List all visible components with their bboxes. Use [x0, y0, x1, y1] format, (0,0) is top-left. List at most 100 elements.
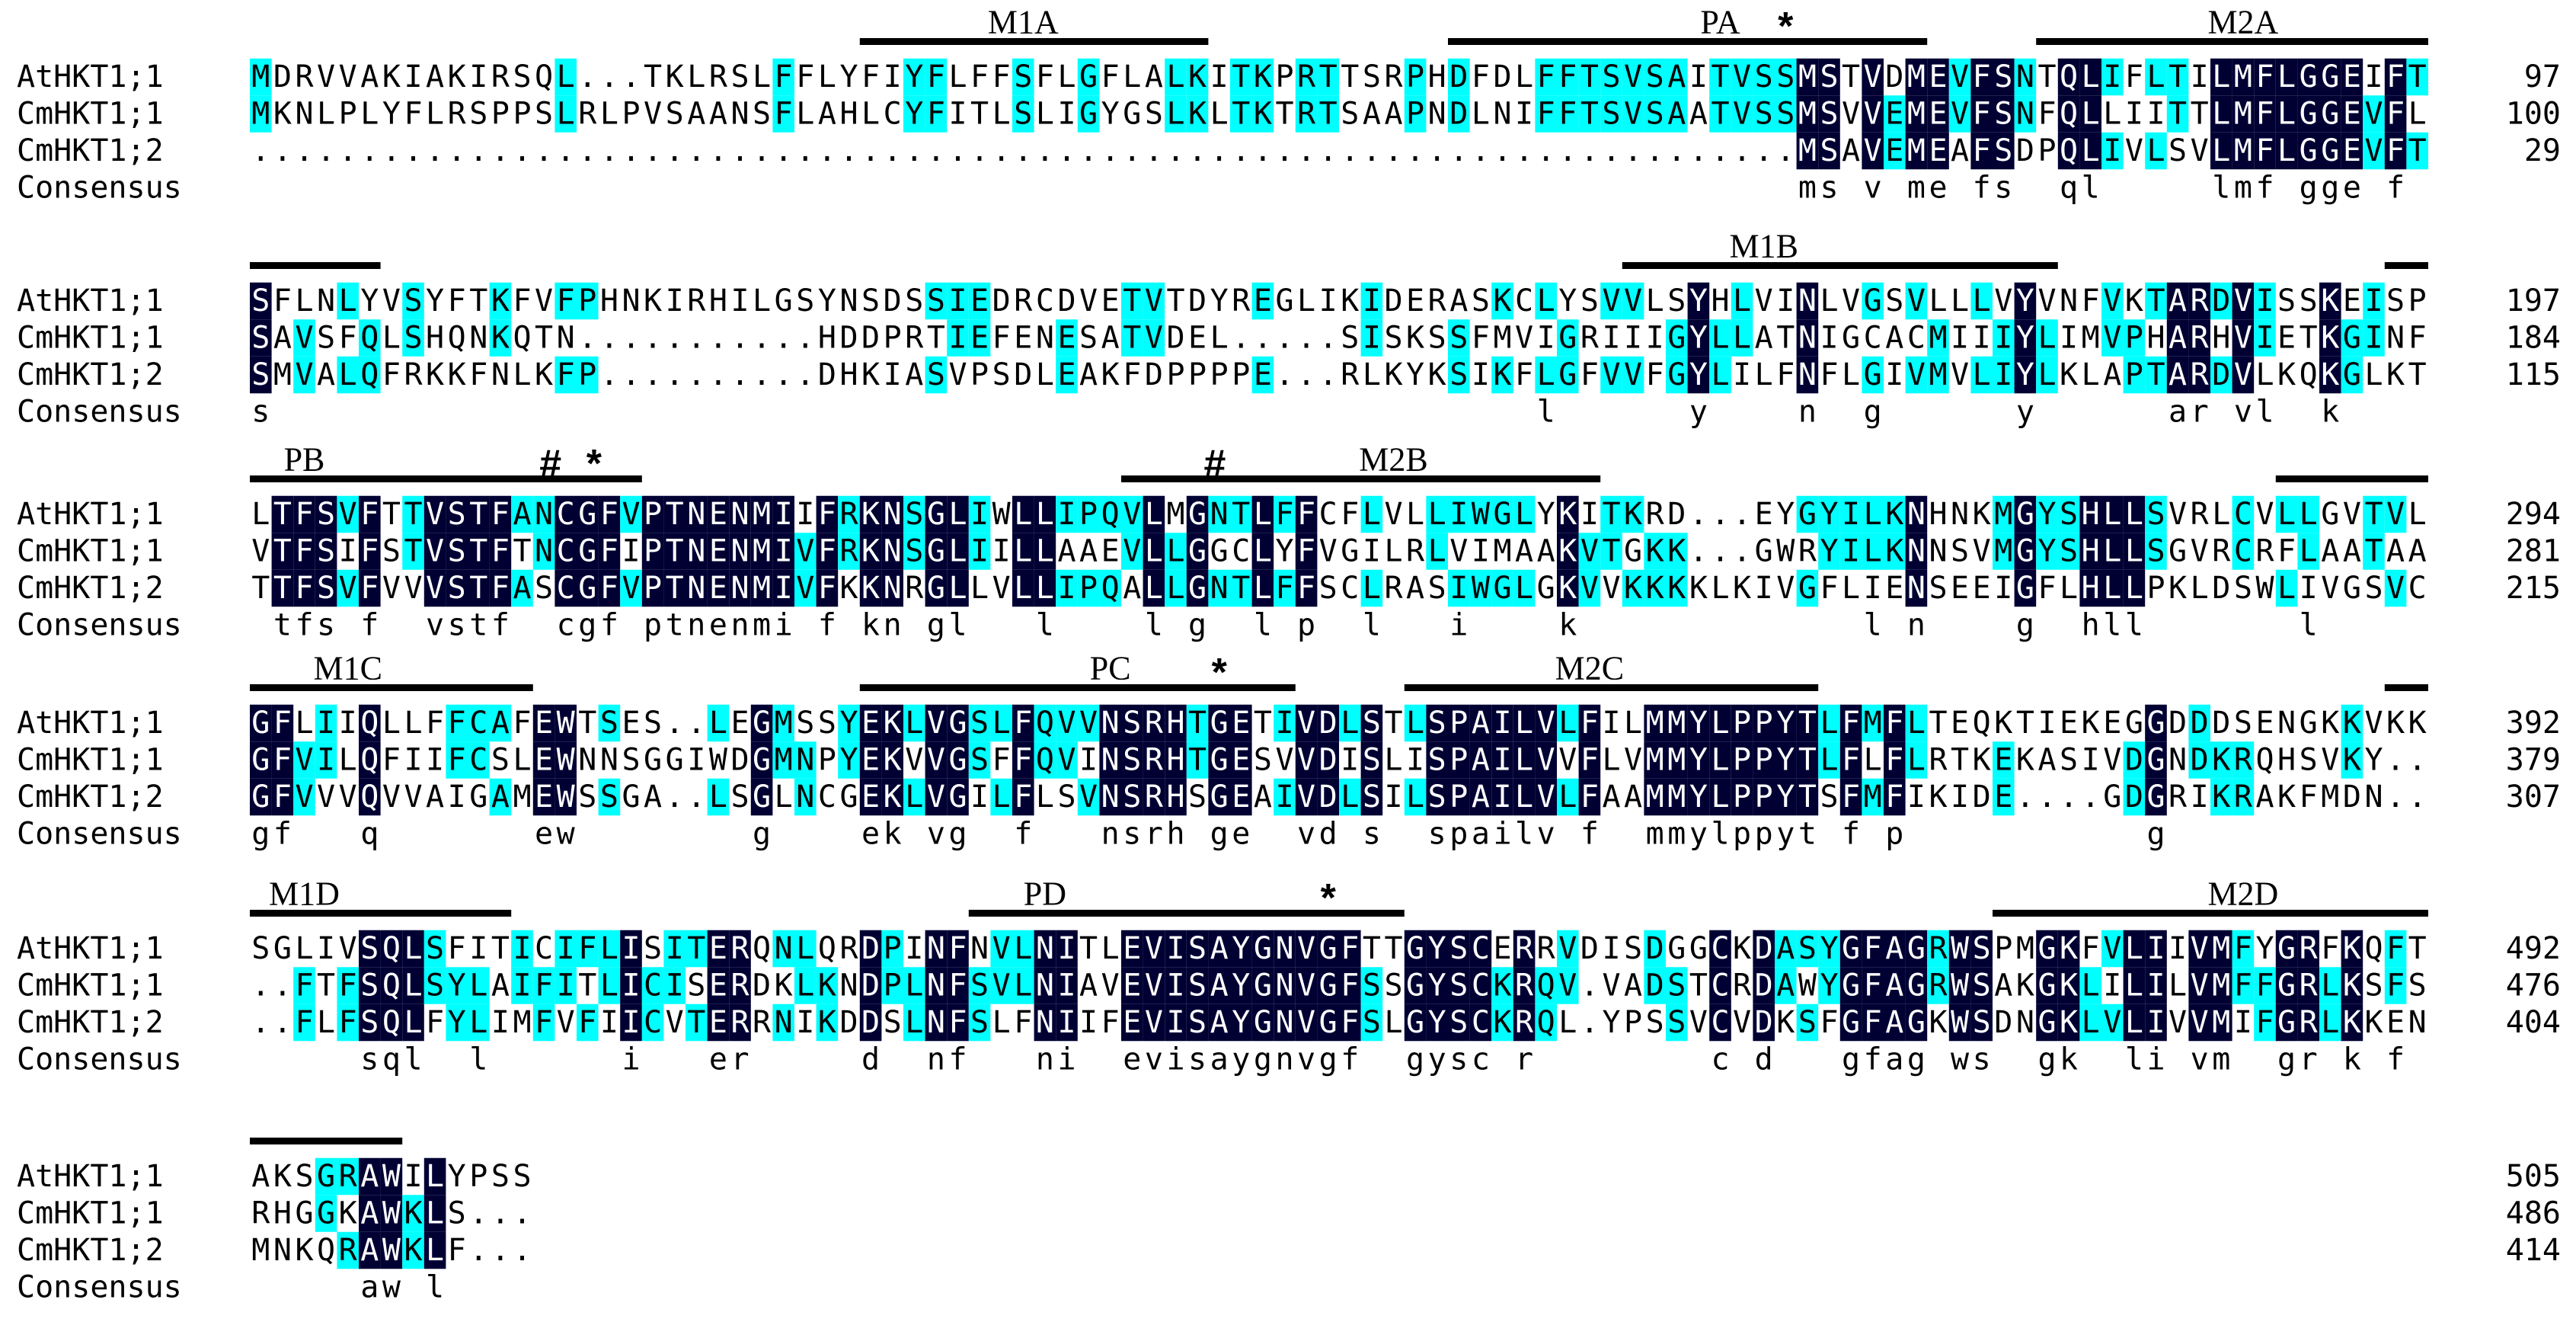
residue: .: [687, 357, 705, 392]
residue: [360, 171, 379, 206]
residue: K: [382, 59, 401, 94]
residue: F: [2255, 1005, 2274, 1040]
residue: K: [2343, 1005, 2361, 1040]
residue: K: [1188, 97, 1207, 132]
residue: I: [622, 1005, 640, 1040]
residue: K: [1624, 497, 1642, 532]
residue: G: [753, 706, 771, 741]
residue: [1493, 395, 1511, 430]
residue: e: [2343, 171, 2361, 206]
residue: [622, 395, 640, 430]
residue: L: [600, 931, 618, 966]
residue: .: [796, 357, 814, 392]
residue: .: [1493, 133, 1511, 168]
residue: .: [1232, 133, 1250, 168]
residue-shade: [1993, 95, 2015, 133]
residue: n: [927, 1042, 945, 1077]
residue: S: [1624, 931, 1642, 966]
motif-bar: [859, 38, 1209, 45]
residue: A: [1079, 968, 1098, 1004]
residue: I: [404, 1159, 422, 1194]
residue: [2125, 395, 2143, 430]
residue: D: [1449, 97, 1468, 132]
residue: G: [1864, 357, 1882, 392]
residue: I: [622, 534, 640, 569]
residue: Q: [1973, 706, 1991, 741]
residue: i: [775, 608, 793, 643]
residue: F: [1973, 59, 1991, 94]
residue: L: [1558, 1005, 1577, 1040]
residue: L: [948, 497, 967, 532]
residue: [578, 395, 596, 430]
residue-shade: [1143, 533, 1165, 570]
residue-shade: [1295, 95, 1318, 133]
residue: T: [1951, 743, 1969, 778]
residue: A: [1951, 133, 1969, 168]
residue: S: [1014, 97, 1032, 132]
residue: N: [2169, 743, 2187, 778]
residue-shade: [1731, 282, 1753, 320]
residue: V: [992, 968, 1011, 1004]
residue: [1558, 1042, 1577, 1077]
residue-shade: [2166, 356, 2189, 394]
residue: H: [1166, 706, 1184, 741]
motif-label: M2D: [2207, 875, 2278, 913]
residue: I: [1994, 571, 2012, 606]
residue-shade: [2341, 132, 2363, 170]
residue: I: [1057, 97, 1075, 132]
residue: L: [1537, 357, 1555, 392]
sequence-name: CmHKT1;2: [17, 1233, 164, 1268]
residue: G: [1842, 931, 1860, 966]
residue: F: [1341, 931, 1359, 966]
residue: L: [1515, 779, 1533, 815]
residue: K: [1384, 357, 1402, 392]
residue: .: [1254, 133, 1272, 168]
residue: S: [1188, 779, 1207, 815]
residue: P: [1406, 97, 1424, 132]
residue: I: [1079, 1005, 1098, 1040]
residue: V: [2191, 534, 2209, 569]
residue-shade: [2123, 495, 2146, 533]
residue: [1820, 1042, 1838, 1077]
residue: F: [448, 1233, 466, 1268]
residue: L: [2169, 968, 2187, 1004]
residue: [2212, 608, 2230, 643]
residue: C: [469, 706, 487, 741]
residue: .: [1210, 133, 1229, 168]
residue: .: [491, 1196, 510, 1231]
residue: [1689, 608, 1708, 643]
residue: H: [426, 321, 444, 356]
residue: R: [2191, 283, 2210, 318]
residue: F: [600, 497, 618, 532]
residue: F: [2255, 97, 2274, 132]
residue: [1363, 171, 1381, 206]
residue: L: [2212, 97, 2230, 132]
residue: G: [2016, 534, 2034, 569]
residue: F: [1036, 59, 1054, 94]
residue: L: [1711, 779, 1729, 815]
residue: L: [2146, 133, 2165, 168]
residue: H: [1929, 497, 1947, 532]
residue: V: [404, 571, 422, 606]
residue: [1079, 608, 1098, 643]
residue: S: [1472, 283, 1490, 318]
residue: K: [1929, 1005, 1947, 1040]
residue: g: [251, 817, 270, 852]
residue: [491, 171, 510, 206]
residue: F: [295, 571, 313, 606]
residue: D: [2343, 779, 2361, 815]
residue: G: [1079, 59, 1098, 94]
residue: M: [1994, 497, 2012, 532]
residue-shade: [2036, 319, 2058, 357]
residue: D: [1188, 283, 1207, 318]
residue: S: [2060, 534, 2078, 569]
residue: S: [730, 779, 749, 815]
residue: M: [2234, 59, 2252, 94]
sequence-name: CmHKT1;1: [17, 743, 164, 778]
residue: V: [2191, 968, 2209, 1004]
residue-shade: [2232, 319, 2255, 357]
residue-shade: [489, 495, 512, 533]
residue: S: [360, 931, 379, 966]
residue: e: [1123, 1042, 1141, 1077]
residue: S: [666, 97, 684, 132]
